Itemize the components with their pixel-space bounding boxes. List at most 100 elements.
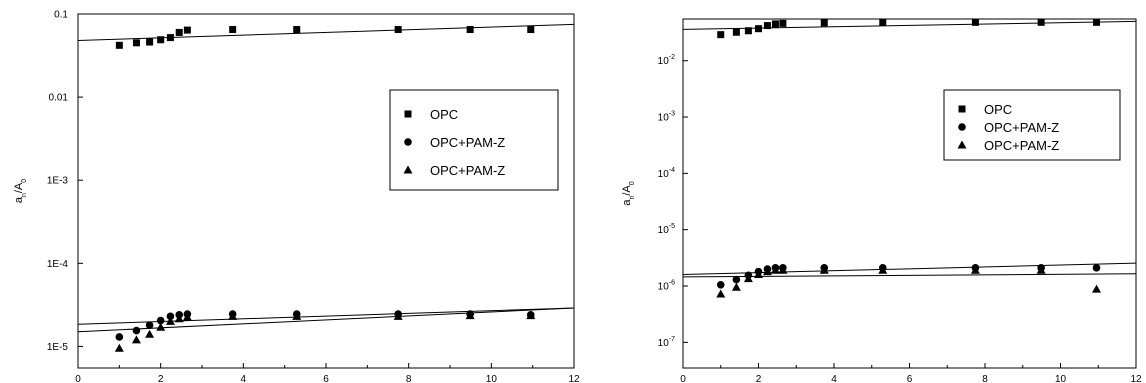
series-triangle bbox=[716, 265, 1102, 298]
legend-marker-circle bbox=[404, 138, 412, 146]
data-point-circle bbox=[115, 333, 124, 341]
data-point-circle bbox=[1092, 264, 1101, 272]
series-triangle bbox=[114, 311, 536, 352]
data-point-triangle bbox=[716, 289, 726, 298]
x-tick-label: 12 bbox=[568, 374, 580, 383]
data-point-square bbox=[1093, 18, 1101, 26]
legend-marker-triangle bbox=[403, 165, 413, 174]
data-point-triangle bbox=[762, 267, 772, 276]
data-point-square bbox=[779, 19, 787, 27]
series-square bbox=[717, 18, 1101, 39]
data-point-square bbox=[527, 26, 535, 34]
data-point-triangle bbox=[465, 311, 475, 320]
data-point-triangle bbox=[156, 322, 166, 331]
y-tick-label: 0.1 bbox=[54, 10, 68, 21]
data-point-square bbox=[157, 36, 165, 44]
x-tick-label: 10 bbox=[1055, 374, 1067, 383]
data-point-triangle bbox=[145, 329, 155, 338]
x-tick-label: 4 bbox=[831, 374, 837, 383]
data-point-square bbox=[744, 27, 752, 35]
data-point-square bbox=[394, 26, 402, 34]
plot-frame bbox=[682, 18, 1137, 369]
data-point-square bbox=[717, 31, 725, 39]
data-point-square bbox=[1037, 18, 1045, 26]
data-point-triangle bbox=[819, 265, 829, 274]
data-point-square bbox=[229, 26, 237, 34]
data-point-circle bbox=[716, 281, 725, 289]
data-point-triangle bbox=[131, 335, 141, 344]
data-point-triangle bbox=[731, 282, 741, 291]
data-point-triangle bbox=[228, 311, 238, 320]
legend-label: OPC+PAM-Z bbox=[430, 163, 505, 178]
x-tick-label: 12 bbox=[1130, 374, 1142, 383]
fit-line bbox=[78, 23, 574, 41]
data-point-circle bbox=[156, 316, 165, 325]
legend-box bbox=[943, 89, 1121, 161]
data-point-square bbox=[132, 39, 140, 47]
y-tick-label: 10-7 bbox=[658, 336, 675, 349]
legend: OPC OPC+PAM-Z OPC+PAM-Z bbox=[389, 89, 559, 191]
x-tick-label: 2 bbox=[158, 374, 164, 383]
data-point-triangle bbox=[165, 316, 175, 325]
y-tick-label: 10-6 bbox=[658, 279, 675, 292]
data-point-triangle bbox=[1036, 265, 1046, 274]
series-square bbox=[115, 26, 535, 49]
data-point-triangle bbox=[292, 311, 302, 320]
legend-label: OPC bbox=[430, 107, 458, 122]
data-point-square bbox=[166, 34, 174, 42]
data-point-triangle bbox=[778, 265, 788, 274]
data-point-triangle bbox=[174, 314, 184, 323]
y-tick-label: 1E-3 bbox=[47, 176, 69, 187]
legend-marker-square bbox=[958, 105, 966, 113]
plot-frame bbox=[77, 13, 575, 369]
data-point-triangle bbox=[114, 343, 124, 352]
data-point-square bbox=[115, 41, 123, 49]
legend-marker-triangle bbox=[957, 140, 967, 149]
data-point-square bbox=[175, 28, 183, 36]
data-point-square bbox=[293, 26, 301, 34]
data-point-square bbox=[732, 28, 740, 36]
fit-line bbox=[78, 307, 574, 325]
legend-marker-square bbox=[404, 110, 412, 118]
y-tick-label: 10-2 bbox=[658, 54, 675, 67]
data-point-square bbox=[755, 25, 762, 33]
x-tick-label: 4 bbox=[241, 374, 247, 383]
data-point-triangle bbox=[970, 265, 980, 274]
legend-label: OPC+PAM-Z bbox=[984, 138, 1059, 153]
data-point-triangle bbox=[1092, 284, 1102, 293]
y-tick-label: 1E-4 bbox=[47, 259, 69, 270]
y-tick-label: 1E-5 bbox=[47, 342, 69, 353]
data-point-square bbox=[879, 18, 887, 26]
legend-label: OPC+PAM-Z bbox=[430, 135, 505, 150]
y-tick-label: 0.01 bbox=[49, 93, 69, 104]
data-point-triangle bbox=[393, 311, 403, 320]
y-tick-label: 10-5 bbox=[658, 223, 675, 236]
data-point-triangle bbox=[770, 265, 780, 274]
data-point-square bbox=[146, 38, 154, 46]
y-tick-label: 10-3 bbox=[658, 111, 675, 124]
x-tick-label: 6 bbox=[323, 374, 329, 383]
x-tick-label: 8 bbox=[982, 374, 988, 383]
data-point-square bbox=[763, 22, 771, 30]
data-point-triangle bbox=[878, 265, 888, 274]
data-point-circle bbox=[145, 321, 154, 330]
data-point-triangle bbox=[526, 311, 536, 320]
data-point-circle bbox=[732, 275, 741, 284]
data-point-square bbox=[820, 19, 828, 27]
data-point-triangle bbox=[754, 269, 763, 278]
data-point-square bbox=[466, 26, 474, 34]
data-point-square bbox=[971, 18, 979, 26]
data-point-circle bbox=[132, 326, 141, 335]
data-point-square bbox=[771, 20, 779, 28]
legend-marker-circle bbox=[958, 123, 966, 131]
data-point-triangle bbox=[182, 312, 192, 321]
x-tick-label: 6 bbox=[907, 374, 913, 383]
x-tick-label: 0 bbox=[75, 374, 81, 383]
x-tick-label: 2 bbox=[756, 374, 762, 383]
y-axis-title: an/A0 bbox=[13, 179, 28, 203]
data-point-square bbox=[183, 26, 191, 34]
y-axis-title: an/A0 bbox=[621, 181, 636, 205]
fit-line bbox=[78, 307, 574, 333]
